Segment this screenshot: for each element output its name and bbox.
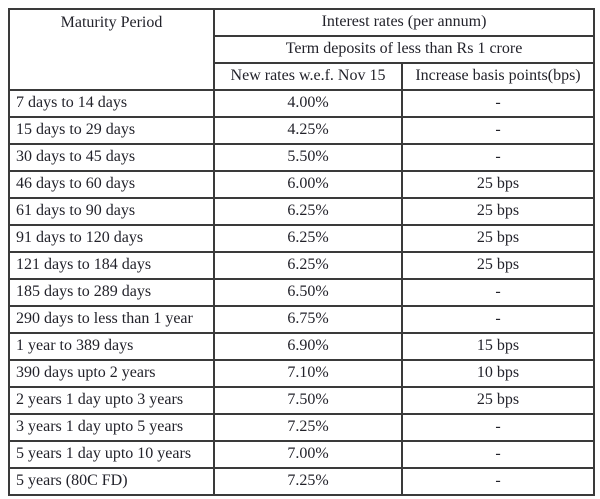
rate-cell: 7.50% <box>213 386 403 415</box>
maturity-cell: 390 days upto 2 years <box>8 359 215 388</box>
rate-cell: 6.25% <box>213 251 403 280</box>
increase-bps-header: Increase basis points(bps) <box>401 62 595 91</box>
table-row: 121 days to 184 days 6.25% 25 bps <box>8 251 595 280</box>
bps-cell: 10 bps <box>401 359 595 388</box>
maturity-cell: 1 year to 389 days <box>8 332 215 361</box>
table-row: 7 days to 14 days 4.00% - <box>8 89 595 118</box>
bps-cell: - <box>401 143 595 172</box>
rate-cell: 7.10% <box>213 359 403 388</box>
bps-cell: - <box>401 413 595 442</box>
rate-cell: 6.00% <box>213 170 403 199</box>
maturity-cell: 15 days to 29 days <box>8 116 215 145</box>
maturity-cell: 5 years (80C FD) <box>8 467 215 496</box>
table-row: 46 days to 60 days 6.00% 25 bps <box>8 170 595 199</box>
table-header: Maturity Period Interest rates (per annu… <box>8 8 595 91</box>
maturity-cell: 61 days to 90 days <box>8 197 215 226</box>
table-row: 185 days to 289 days 6.50% - <box>8 278 595 307</box>
bps-cell: 25 bps <box>401 251 595 280</box>
bps-cell: 25 bps <box>401 386 595 415</box>
maturity-cell: 46 days to 60 days <box>8 170 215 199</box>
term-deposits-header: Term deposits of less than Rs 1 crore <box>213 35 595 64</box>
table-row: 3 years 1 day upto 5 years 7.25% - <box>8 413 595 442</box>
bps-cell: - <box>401 467 595 496</box>
bps-cell: 25 bps <box>401 170 595 199</box>
rate-cell: 7.25% <box>213 413 403 442</box>
rate-cell: 4.25% <box>213 116 403 145</box>
rate-cell: 6.25% <box>213 197 403 226</box>
table-row: 290 days to less than 1 year 6.75% - <box>8 305 595 334</box>
table-row: 5 years (80C FD) 7.25% - <box>8 467 595 496</box>
maturity-cell: 30 days to 45 days <box>8 143 215 172</box>
header-row-3: New rates w.e.f. Nov 15 Increase basis p… <box>9 62 595 91</box>
table-row: 390 days upto 2 years 7.10% 10 bps <box>8 359 595 388</box>
table-row: 61 days to 90 days 6.25% 25 bps <box>8 197 595 226</box>
bps-cell: - <box>401 278 595 307</box>
rate-cell: 7.25% <box>213 467 403 496</box>
maturity-cell: 185 days to 289 days <box>8 278 215 307</box>
header-row-2: Term deposits of less than Rs 1 crore <box>9 35 595 64</box>
bps-cell: - <box>401 89 595 118</box>
interest-rates-header: Interest rates (per annum) <box>213 8 595 37</box>
maturity-cell: 3 years 1 day upto 5 years <box>8 413 215 442</box>
maturity-cell: 290 days to less than 1 year <box>8 305 215 334</box>
table-row: 5 years 1 day upto 10 years 7.00% - <box>8 440 595 469</box>
new-rates-header: New rates w.e.f. Nov 15 <box>213 62 403 91</box>
table-row: 15 days to 29 days 4.25% - <box>8 116 595 145</box>
maturity-cell: 7 days to 14 days <box>8 89 215 118</box>
header-row-1: Maturity Period Interest rates (per annu… <box>8 8 595 91</box>
bps-cell: 15 bps <box>401 332 595 361</box>
maturity-cell: 121 days to 184 days <box>8 251 215 280</box>
interest-rates-table: Maturity Period Interest rates (per annu… <box>8 8 595 496</box>
rate-cell: 6.25% <box>213 224 403 253</box>
table-body: 7 days to 14 days 4.00% -15 days to 29 day… <box>8 89 595 496</box>
maturity-cell: 91 days to 120 days <box>8 224 215 253</box>
bps-cell: 25 bps <box>401 197 595 226</box>
maturity-period-header: Maturity Period <box>8 8 215 91</box>
bps-cell: 25 bps <box>401 224 595 253</box>
rate-cell: 6.50% <box>213 278 403 307</box>
table-row: 30 days to 45 days 5.50% - <box>8 143 595 172</box>
bps-cell: - <box>401 440 595 469</box>
maturity-cell: 5 years 1 day upto 10 years <box>8 440 215 469</box>
table-row: 91 days to 120 days 6.25% 25 bps <box>8 224 595 253</box>
rate-cell: 5.50% <box>213 143 403 172</box>
rate-cell: 4.00% <box>213 89 403 118</box>
bps-cell: - <box>401 116 595 145</box>
rate-cell: 6.75% <box>213 305 403 334</box>
table-row: 2 years 1 day upto 3 years 7.50% 25 bps <box>8 386 595 415</box>
table-row: 1 year to 389 days 6.90% 15 bps <box>8 332 595 361</box>
rate-cell: 6.90% <box>213 332 403 361</box>
maturity-cell: 2 years 1 day upto 3 years <box>8 386 215 415</box>
bps-cell: - <box>401 305 595 334</box>
rate-cell: 7.00% <box>213 440 403 469</box>
